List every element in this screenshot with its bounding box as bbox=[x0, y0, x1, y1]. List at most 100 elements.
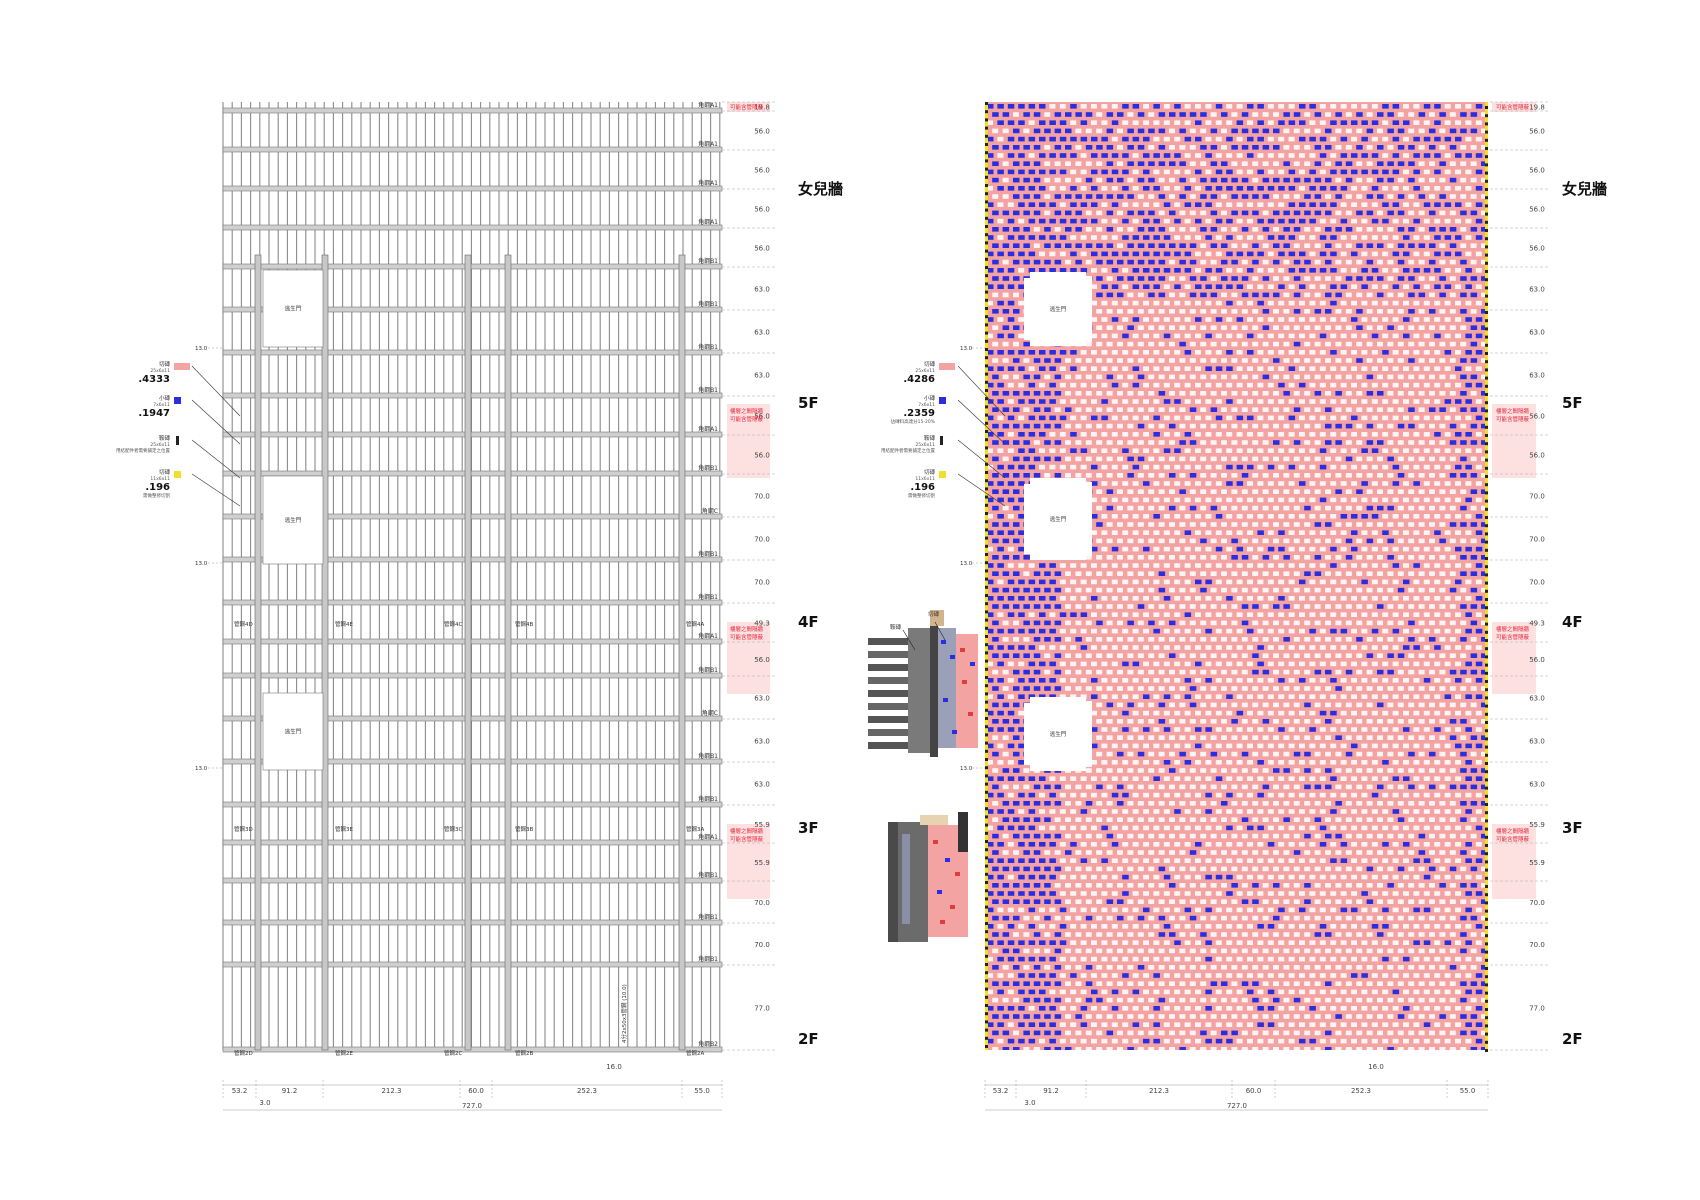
brick-gap-4045 bbox=[1189, 784, 1196, 790]
brick-gap-2923 bbox=[1122, 596, 1129, 601]
small-brick-4126 bbox=[1023, 801, 1030, 806]
brick-gap-2198 bbox=[1148, 473, 1155, 478]
brick-gap-2760 bbox=[1444, 563, 1451, 568]
brick-gap-3238 bbox=[1371, 645, 1378, 650]
brick-gap-1556 bbox=[1028, 366, 1035, 371]
small-brick-4180 bbox=[1080, 809, 1088, 814]
brick-gap-2638 bbox=[1184, 546, 1191, 552]
small-brick-2691 bbox=[1231, 555, 1238, 560]
brick-gap-4047 bbox=[1210, 784, 1217, 790]
brick-gap-1785 bbox=[1392, 399, 1399, 404]
brick-gap-491 bbox=[1049, 186, 1056, 191]
brick-gap-3900 bbox=[1195, 760, 1201, 765]
small-brick-891 bbox=[1174, 251, 1181, 257]
brick-gap-4427 bbox=[1127, 850, 1134, 855]
small-brick-3204 bbox=[1018, 645, 1025, 650]
brick-gap-1741 bbox=[1439, 391, 1446, 396]
brick-gap-3658 bbox=[1200, 719, 1207, 724]
brick-gap-2746 bbox=[1299, 563, 1305, 568]
brick-gap-3994 bbox=[1163, 776, 1170, 781]
small-brick-84 bbox=[1356, 112, 1363, 117]
brick-gap-2514 bbox=[1408, 522, 1415, 527]
brick-gap-942 bbox=[1200, 259, 1207, 265]
small-brick-989 bbox=[1184, 268, 1192, 273]
brick-gap-598 bbox=[1153, 202, 1160, 207]
brick-gap-4179 bbox=[1070, 809, 1077, 814]
brick-gap-3052 bbox=[1455, 612, 1461, 617]
brick-gap-1290 bbox=[1288, 317, 1295, 322]
brick-gap-3065 bbox=[1085, 620, 1092, 626]
small-brick-2965 bbox=[1054, 604, 1062, 609]
brick-gap-4566 bbox=[1059, 874, 1066, 880]
small-brick-86 bbox=[1377, 112, 1384, 117]
brick-gap-2710 bbox=[1429, 555, 1435, 560]
small-brick-2706 bbox=[1387, 555, 1394, 560]
small-brick-252 bbox=[1085, 145, 1093, 150]
small-brick-844 bbox=[1189, 243, 1197, 248]
small-brick-685 bbox=[1049, 218, 1056, 224]
small-brick-1943 bbox=[1018, 432, 1025, 437]
brick-gap-1236 bbox=[1231, 309, 1238, 314]
small-brick-1260 bbox=[1481, 309, 1488, 314]
small-brick-1149 bbox=[1335, 292, 1342, 298]
small-brick-4170 bbox=[1481, 801, 1488, 806]
brick-gap-3925 bbox=[1455, 760, 1461, 765]
brick-gap-3488 bbox=[1449, 686, 1456, 691]
brick-gap-1304 bbox=[1434, 317, 1441, 322]
brick-gap-3023 bbox=[1153, 612, 1160, 617]
small-brick-964 bbox=[1429, 259, 1436, 265]
brick-gap-3207 bbox=[1049, 645, 1056, 650]
brick-gap-950 bbox=[1283, 259, 1290, 265]
legend-swatch-2 bbox=[176, 436, 179, 445]
small-brick-3009 bbox=[1007, 612, 1015, 617]
brick-gap-1223 bbox=[1096, 309, 1103, 314]
brick-gap-231 bbox=[1371, 136, 1378, 142]
brick-gap-2101 bbox=[1148, 456, 1155, 462]
brick-gap-3197 bbox=[1449, 637, 1456, 642]
small-brick-16 bbox=[1153, 104, 1160, 109]
brick-gap-36 bbox=[1361, 104, 1368, 109]
brick-gap-1920 bbox=[1283, 423, 1290, 429]
small-brick-1816 bbox=[1210, 407, 1218, 412]
small-brick-1398 bbox=[1403, 333, 1410, 339]
brick-gap-1780 bbox=[1340, 399, 1347, 404]
brick-gap-3922 bbox=[1423, 760, 1430, 765]
small-brick-490 bbox=[1039, 186, 1046, 191]
brick-gap-3710 bbox=[1236, 727, 1243, 732]
brick-gap-893 bbox=[1195, 251, 1201, 257]
small-brick-648 bbox=[1169, 210, 1176, 216]
brick-gap-4618 bbox=[1096, 883, 1103, 888]
small-brick-896 bbox=[1226, 251, 1233, 257]
brick-gap-4034 bbox=[1075, 784, 1082, 790]
small-brick-3515 bbox=[1226, 694, 1233, 699]
brick-gap-3058 bbox=[1013, 620, 1019, 626]
brick-gap-4425 bbox=[1106, 850, 1113, 855]
brick-gap-384 bbox=[1449, 161, 1456, 166]
brick-gap-317 bbox=[1257, 153, 1264, 158]
brick-gap-3615 bbox=[1257, 710, 1264, 716]
brick-gap-3357 bbox=[1096, 669, 1103, 675]
small-brick-3689 bbox=[1018, 727, 1025, 732]
small-brick-731 bbox=[1023, 227, 1030, 232]
brick-gap-2424 bbox=[1481, 505, 1487, 511]
small-brick-867 bbox=[1429, 243, 1436, 248]
brick-gap-3127 bbox=[1226, 628, 1233, 634]
small-brick-778 bbox=[1007, 235, 1015, 240]
small-brick-4495 bbox=[1330, 858, 1337, 863]
brick-gap-2921 bbox=[1101, 596, 1108, 601]
small-brick-761 bbox=[1335, 227, 1342, 232]
small-brick-1750 bbox=[1028, 399, 1036, 404]
small-brick-874 bbox=[997, 251, 1004, 257]
small-brick-2 bbox=[1007, 104, 1015, 109]
small-brick-374 bbox=[1345, 161, 1353, 166]
level-dimensions-left: 19.856.056.056.056.063.063.063.056.056.0… bbox=[722, 101, 843, 1051]
brick-gap-2998 bbox=[1397, 604, 1404, 609]
brick-gap-2581 bbox=[1096, 538, 1103, 544]
brick-gap-289 bbox=[1470, 145, 1477, 150]
small-brick-2422 bbox=[1460, 505, 1467, 511]
brick-gap-4380 bbox=[1143, 842, 1149, 847]
small-brick-4052 bbox=[1262, 784, 1270, 790]
brick-gap-2416 bbox=[1397, 505, 1404, 511]
small-brick-2652 bbox=[1330, 546, 1337, 552]
brick-gap-3209 bbox=[1070, 645, 1077, 650]
